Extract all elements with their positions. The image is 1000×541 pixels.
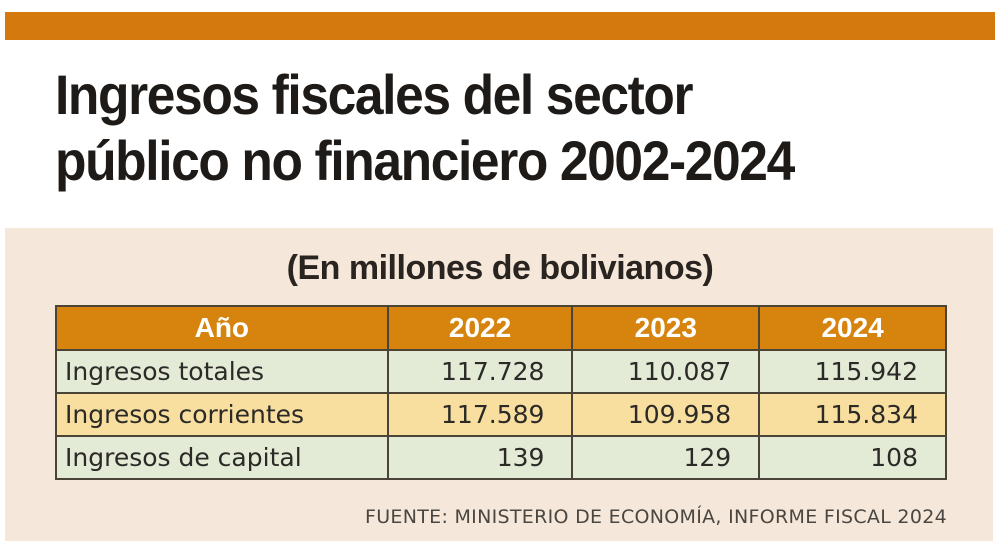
table-cell: 108 [758, 435, 947, 480]
units-subtitle: (En millones de bolivianos) [286, 249, 714, 287]
accent-bar [5, 12, 995, 40]
header-cell-2022: 2022 [386, 305, 574, 351]
header-cell-2023: 2023 [571, 305, 761, 351]
row-label: Ingresos totales [55, 349, 389, 394]
table-cell: 115.834 [758, 392, 947, 437]
header-cell-year: Año [55, 305, 389, 351]
table-row: Ingresos corrientes 117.589 109.958 115.… [55, 392, 947, 437]
source-note: FUENTE: MINISTERIO DE ECONOMÍA, INFORME … [364, 506, 947, 528]
table-cell: 117.589 [386, 392, 574, 437]
title-line-1: Ingresos fiscales del sector [55, 63, 694, 126]
table-cell: 117.728 [386, 349, 574, 394]
page-title: Ingresos fiscales del sector público no … [55, 62, 795, 194]
table-row: Ingresos de capital 139 129 108 [55, 435, 947, 480]
title-line-2: público no financiero 2002-2024 [55, 129, 795, 192]
revenue-table: Año 2022 2023 2024 Ingresos totales 117.… [55, 305, 947, 480]
table-cell: 110.087 [571, 349, 761, 394]
row-label: Ingresos de capital [55, 435, 389, 480]
table-cell: 109.958 [571, 392, 761, 437]
header-row: Año 2022 2023 2024 [55, 305, 947, 351]
table-row: Ingresos totales 117.728 110.087 115.942 [55, 349, 947, 394]
header-cell-2024: 2024 [758, 305, 947, 351]
table-cell: 115.942 [758, 349, 947, 394]
table-cell: 129 [571, 435, 761, 480]
row-label: Ingresos corrientes [55, 392, 389, 437]
table-cell: 139 [386, 435, 574, 480]
